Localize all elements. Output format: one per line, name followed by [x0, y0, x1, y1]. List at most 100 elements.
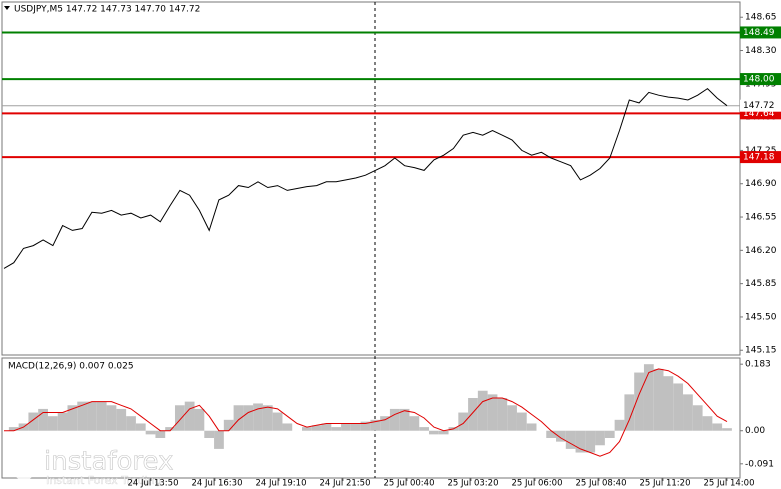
signal-line	[4, 368, 728, 457]
macd-bar	[516, 412, 527, 431]
y-tick-label: 148.30	[745, 46, 777, 56]
macd-bar	[380, 416, 390, 431]
marks	[2, 31, 740, 457]
x-tick-label: 25 Jul 08:40	[576, 479, 627, 489]
y-tick-label: 145.15	[745, 346, 777, 356]
level-label: 148.49	[743, 28, 775, 38]
macd-bar	[321, 423, 332, 431]
macd-bar	[301, 427, 312, 431]
macd-bar	[468, 398, 478, 431]
macd-bar	[624, 394, 635, 431]
macd-bar	[585, 430, 596, 453]
main-frame	[1, 1, 741, 356]
x-tick-label: 25 Jul 00:40	[384, 479, 435, 489]
watermark: instaforex Instant Forex Trading	[7, 446, 174, 487]
current-price-label: 147.72	[743, 101, 775, 111]
x-tick-label: 25 Jul 14:00	[704, 479, 755, 489]
chart-title: USDJPY,M5 147.72 147.73 147.70 147.72	[14, 5, 200, 15]
level-label: 147.64	[743, 109, 775, 119]
price-line	[3, 87, 728, 269]
y-tick-label: 148.65	[745, 13, 777, 23]
macd-bar	[204, 430, 215, 438]
watermark-tagline: Instant Forex Trading	[46, 474, 162, 487]
macd-bar	[341, 423, 351, 431]
macd-bar	[126, 416, 136, 431]
y-tick-label: 147.25	[745, 146, 777, 156]
y-tick-label: 146.55	[745, 213, 777, 223]
macd-bar	[253, 403, 263, 431]
level-tag	[740, 73, 781, 86]
macd-bar	[653, 368, 664, 431]
macd-bar	[184, 401, 195, 431]
macd-bar	[47, 416, 58, 431]
macd-bar	[223, 419, 234, 431]
macd-bar	[409, 416, 420, 431]
macd-bar	[487, 394, 498, 431]
macd-title: MACD(12,26,9) 0.007 0.025	[8, 362, 134, 372]
macd-bar	[497, 398, 508, 431]
macd-bar	[370, 419, 381, 431]
y-tick-label: 145.50	[745, 312, 777, 322]
macd-bar	[673, 383, 684, 431]
macd-bar	[262, 405, 273, 431]
macd-bar	[350, 423, 361, 431]
macd-bar	[389, 408, 400, 431]
macd-bar	[28, 412, 39, 431]
macd-bar	[116, 408, 127, 431]
watermark-brand: instaforex	[44, 447, 173, 477]
macd-bar	[429, 430, 439, 435]
macd-bar	[360, 421, 371, 431]
macd-bar	[712, 423, 723, 431]
macd-bar	[272, 412, 283, 431]
macd-bar	[87, 401, 97, 431]
macd-bar	[692, 405, 703, 431]
macd-bar	[106, 405, 117, 431]
macd-frame	[1, 357, 741, 479]
dropdown-icon	[4, 6, 10, 10]
macd-bar	[722, 428, 732, 431]
y-tick-label: 0.183	[745, 360, 771, 370]
level-label: 147.18	[743, 153, 775, 163]
macd-bar	[96, 401, 107, 431]
macd-bar	[458, 412, 469, 431]
macd-bar	[507, 405, 517, 431]
macd-bar	[575, 430, 586, 453]
x-tick-label: 25 Jul 03:20	[448, 479, 499, 489]
macd-bar	[331, 427, 342, 431]
x-tick-label: 24 Jul 13:50	[128, 479, 179, 489]
current-price-tag	[740, 99, 781, 112]
y-tick-label: 146.20	[745, 246, 777, 256]
macd-bar	[683, 394, 693, 431]
macd-bar	[165, 427, 175, 431]
macd-bar	[556, 430, 566, 442]
macd-bar	[38, 408, 48, 431]
macd-bar	[214, 430, 224, 449]
x-tick-label: 24 Jul 21:50	[320, 479, 371, 489]
macd-bar	[194, 408, 205, 431]
macd-bar	[663, 376, 674, 431]
y-tick-label: 0.00	[745, 426, 765, 436]
macd-bar	[477, 390, 488, 431]
macd-bar	[702, 416, 713, 431]
level-label: 148.00	[743, 75, 775, 85]
macd-bar	[546, 430, 557, 438]
level-tag	[740, 26, 781, 39]
macd-bar	[77, 401, 88, 431]
x-tick-label: 24 Jul 19:10	[256, 479, 307, 489]
y-tick-label: 145.85	[745, 279, 777, 289]
macd-bar	[399, 408, 410, 431]
macd-bar	[614, 419, 625, 431]
macd-bar	[67, 405, 78, 431]
macd-bar	[8, 427, 19, 431]
macd-bar	[604, 430, 615, 438]
macd-bar	[311, 425, 322, 431]
macd-bar	[243, 405, 254, 431]
macd-bar	[145, 430, 156, 435]
macd-bar	[595, 430, 605, 446]
logo-icon	[7, 446, 41, 480]
x-tick-label: 25 Jul 11:20	[640, 479, 691, 489]
macd-bar	[634, 372, 644, 431]
macd-bar	[57, 412, 68, 431]
macd-bar	[526, 423, 537, 431]
